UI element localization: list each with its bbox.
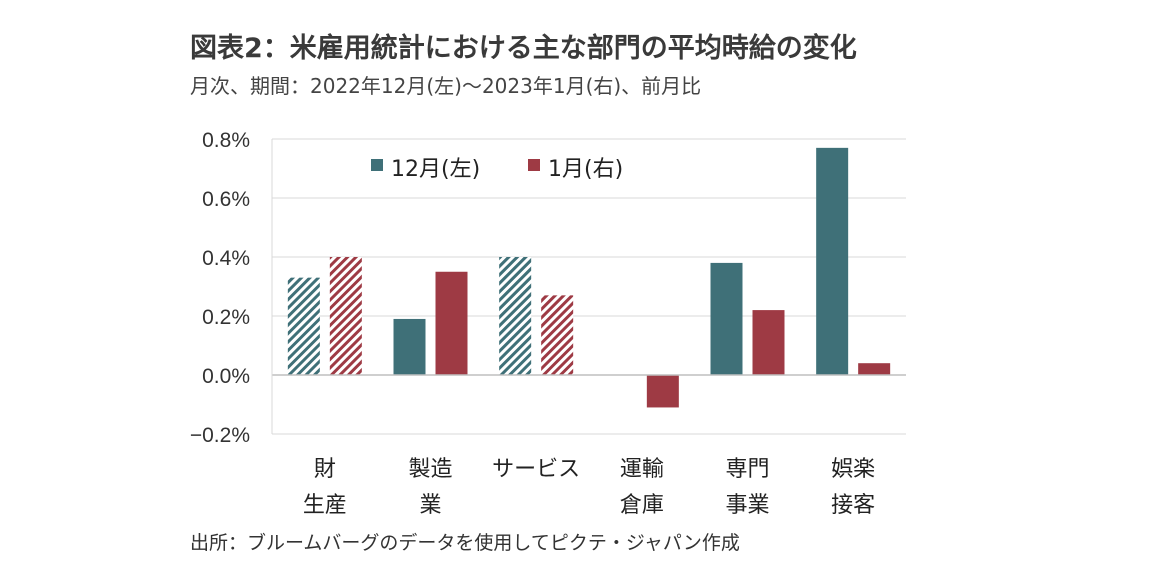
bar-dec-1 xyxy=(393,318,426,375)
y-tick-label: 0.4% xyxy=(202,247,250,270)
y-tick-label: 0.8% xyxy=(202,129,250,152)
category-label: 事業 xyxy=(725,493,769,518)
source-note: 出所：ブルームバーグのデータを使用してピクテ・ジャパン作成 xyxy=(190,532,740,554)
bar-dec-4 xyxy=(710,262,743,375)
chart-subtitle: 月次、期間：2022年12月(左)～2023年1月(右)、前月比 xyxy=(190,74,702,98)
legend-swatch-jan xyxy=(528,159,540,171)
category-label: 専門 xyxy=(725,457,769,482)
category-label: 生産 xyxy=(303,493,347,518)
category-label: 業 xyxy=(419,493,441,518)
y-tick-label: −0.2% xyxy=(190,424,250,447)
bar-jan-1 xyxy=(435,271,468,375)
category-label: 運輸 xyxy=(620,457,664,482)
category-label: 財 xyxy=(314,457,336,482)
y-tick-label: 0.0% xyxy=(202,365,250,388)
y-tick-label: 0.2% xyxy=(202,306,250,329)
bar-dec-0 xyxy=(287,277,320,375)
legend-swatch-dec xyxy=(371,159,383,171)
bar-jan-5 xyxy=(858,363,891,375)
bar-jan-0 xyxy=(329,257,362,375)
bar-dec-2 xyxy=(499,257,532,375)
bar-jan-3 xyxy=(646,375,679,408)
legend-label-jan: 1月(右) xyxy=(548,157,623,182)
category-label: 娯楽 xyxy=(831,457,875,482)
bar-dec-5 xyxy=(816,147,849,375)
bar-jan-4 xyxy=(752,310,785,375)
chart-title: 図表2：米雇用統計における主な部門の平均時給の変化 xyxy=(190,33,857,64)
category-label: サービス xyxy=(492,457,580,482)
legend-label-dec: 12月(左) xyxy=(391,157,480,182)
bar-jan-2 xyxy=(541,295,574,375)
y-tick-label: 0.6% xyxy=(202,188,250,211)
category-label: 接客 xyxy=(831,493,875,518)
category-label: 製造 xyxy=(408,457,452,482)
category-label: 倉庫 xyxy=(620,493,664,518)
